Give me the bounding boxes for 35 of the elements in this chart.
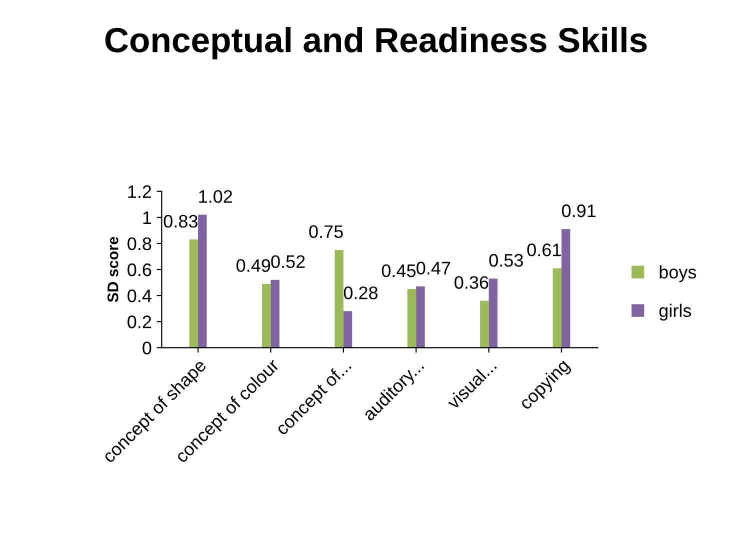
bar xyxy=(334,250,344,348)
y-tick-label: 0 xyxy=(142,342,152,354)
bar xyxy=(270,280,280,348)
y-axis-title: SD score xyxy=(107,236,118,302)
bar xyxy=(561,229,570,348)
legend-label: girls xyxy=(659,304,692,321)
y-tick-label: 1 xyxy=(143,212,152,224)
bar xyxy=(480,300,489,348)
data-label: 0.36 xyxy=(454,276,488,289)
data-label: 0.28 xyxy=(344,286,378,300)
data-label: 0.61 xyxy=(527,244,561,256)
bar xyxy=(262,284,271,348)
chart-title: Conceptual and Readiness Skills xyxy=(105,26,647,60)
bar xyxy=(552,268,562,348)
data-label: 0.47 xyxy=(416,262,450,275)
y-tick-label: 0.4 xyxy=(128,289,152,302)
bar xyxy=(488,278,498,348)
bar xyxy=(416,286,425,348)
y-tick-label: 0.6 xyxy=(128,263,152,276)
bar xyxy=(189,240,198,348)
data-label: 0.45 xyxy=(382,264,416,278)
data-label: 0.91 xyxy=(562,204,596,218)
data-label: 0.75 xyxy=(309,225,343,238)
bar xyxy=(198,214,207,348)
data-label: 0.49 xyxy=(236,259,270,272)
bar xyxy=(407,289,416,348)
y-tick-label: 0.8 xyxy=(128,237,152,250)
legend-label: boys xyxy=(660,265,696,282)
data-label: 0.83 xyxy=(164,214,198,228)
data-label: 0.52 xyxy=(271,255,305,268)
data-label: 1.02 xyxy=(199,190,232,203)
data-label: 0.53 xyxy=(489,254,523,267)
y-tick-label: 0.2 xyxy=(128,316,152,328)
bar xyxy=(343,311,352,348)
y-tick-label: 1.2 xyxy=(128,185,152,198)
